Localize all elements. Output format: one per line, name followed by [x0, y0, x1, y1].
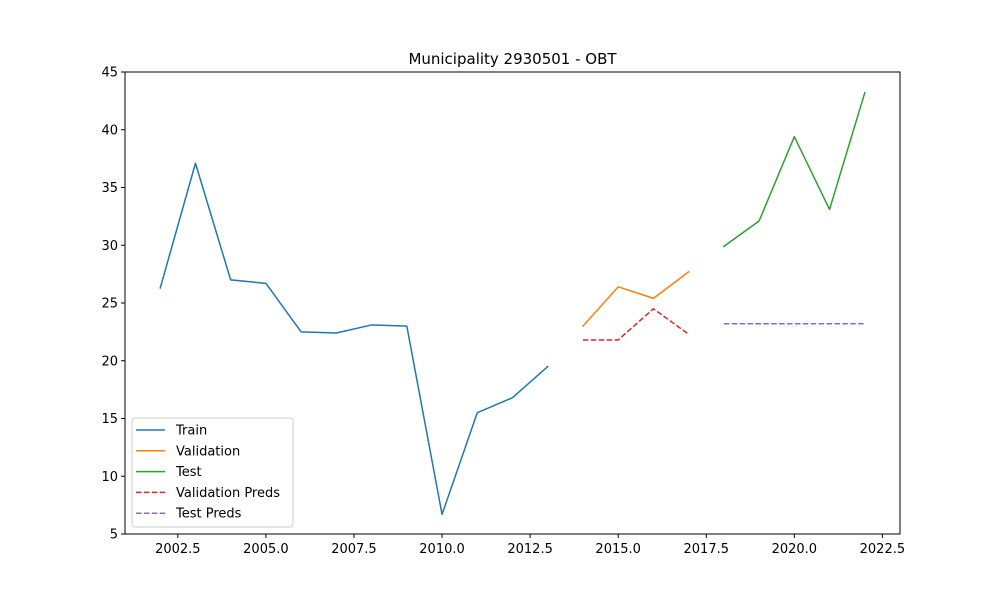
y-tick-label: 15	[101, 412, 118, 427]
x-tick-label: 2010.0	[419, 542, 465, 557]
y-tick-label: 40	[101, 123, 118, 138]
legend-label-validation: Validation	[176, 444, 240, 459]
legend-label-test: Test	[175, 465, 202, 480]
x-tick-label: 2002.5	[155, 542, 201, 557]
y-tick-label: 5	[110, 528, 118, 543]
x-tick-label: 2005.0	[243, 542, 289, 557]
y-tick-label: 20	[101, 354, 118, 369]
legend: Train Validation Test Validation Preds Test …	[132, 418, 293, 527]
x-tick-label: 2017.5	[684, 542, 730, 557]
x-tick-label: 2007.5	[331, 542, 377, 557]
legend-label-validation-preds: Validation Preds	[176, 486, 280, 501]
y-tick-label: 35	[101, 181, 118, 196]
y-tick-label: 30	[101, 239, 118, 254]
legend-label-train: Train	[175, 424, 207, 439]
y-tick-label: 10	[101, 470, 118, 485]
legend-label-test-preds: Test Preds	[175, 507, 242, 522]
chart-title: Municipality 2930501 - OBT	[408, 50, 617, 68]
x-tick-label: 2015.0	[595, 542, 641, 557]
y-tick-label: 25	[101, 297, 118, 312]
x-tick-label: 2012.5	[507, 542, 553, 557]
x-tick-label: 2022.5	[860, 542, 906, 557]
y-tick-label: 45	[101, 66, 118, 81]
x-tick-label: 2020.0	[772, 542, 818, 557]
